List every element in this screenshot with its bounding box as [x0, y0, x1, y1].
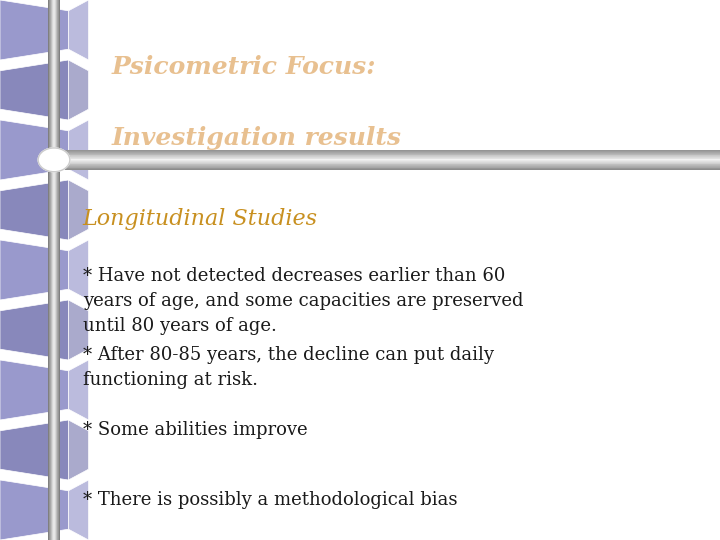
Bar [65, 159, 720, 160]
Polygon shape [0, 480, 68, 540]
Circle shape [38, 148, 70, 172]
Bar [65, 168, 720, 169]
Bar [65, 164, 720, 165]
Polygon shape [68, 120, 89, 180]
Bar [65, 158, 720, 159]
Bar [65, 153, 720, 154]
Text: Psicometric Focus:: Psicometric Focus: [112, 56, 376, 79]
Text: * Some abilities improve: * Some abilities improve [83, 421, 307, 439]
Text: * There is possibly a methodological bias: * There is possibly a methodological bia… [83, 491, 457, 509]
Polygon shape [68, 0, 89, 60]
Polygon shape [0, 180, 68, 240]
Polygon shape [68, 60, 89, 120]
Polygon shape [0, 0, 68, 60]
Text: Investigation results: Investigation results [112, 126, 402, 150]
Bar [65, 167, 720, 168]
Polygon shape [0, 120, 68, 180]
Polygon shape [68, 240, 89, 300]
Bar [65, 169, 720, 170]
Bar [65, 161, 720, 162]
Polygon shape [68, 180, 89, 240]
Bar [65, 152, 720, 153]
Bar [65, 151, 720, 152]
Text: * Have not detected decreases earlier than 60
years of age, and some capacities : * Have not detected decreases earlier th… [83, 267, 523, 335]
Bar [65, 162, 720, 163]
Polygon shape [0, 240, 68, 300]
Bar [65, 160, 720, 161]
Bar [65, 165, 720, 166]
Polygon shape [0, 360, 68, 420]
Polygon shape [0, 420, 68, 480]
Bar [65, 156, 720, 157]
Polygon shape [68, 420, 89, 480]
Polygon shape [0, 300, 68, 360]
Bar [65, 154, 720, 156]
Text: * After 80-85 years, the decline can put daily
functioning at risk.: * After 80-85 years, the decline can put… [83, 346, 494, 389]
Polygon shape [68, 300, 89, 360]
Text: Longitudinal Studies: Longitudinal Studies [83, 208, 318, 230]
Bar [65, 163, 720, 164]
Bar [65, 150, 720, 151]
Polygon shape [0, 60, 68, 120]
Bar [65, 157, 720, 158]
Polygon shape [68, 480, 89, 540]
Bar [65, 166, 720, 167]
Polygon shape [68, 360, 89, 420]
